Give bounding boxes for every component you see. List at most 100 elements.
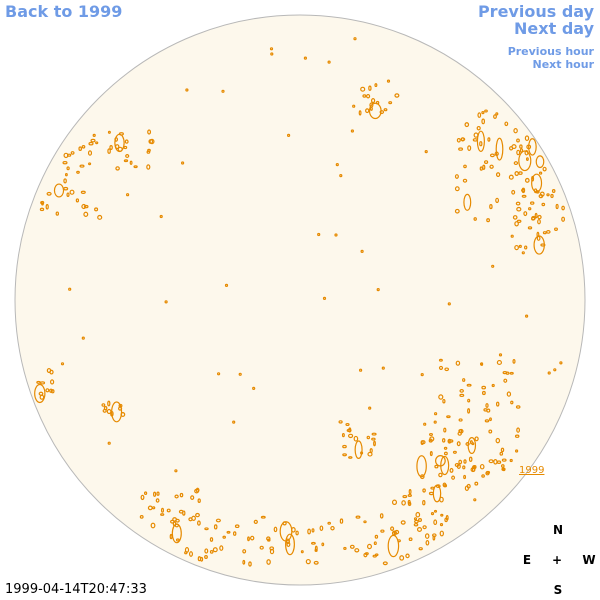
- contour: [45, 203, 49, 210]
- back-link[interactable]: Back to 1999: [5, 2, 123, 21]
- contour: [495, 197, 500, 204]
- previous-day-link[interactable]: Previous day: [477, 2, 594, 21]
- contour: [367, 451, 373, 457]
- contour: [467, 398, 471, 403]
- contour: [458, 418, 463, 422]
- contour: [363, 520, 367, 524]
- contour: [514, 221, 519, 227]
- contour: [442, 482, 447, 488]
- contour: [524, 149, 529, 156]
- contour: [521, 194, 527, 198]
- contour: [420, 373, 424, 377]
- contour: [314, 548, 318, 553]
- contour: [485, 403, 489, 408]
- contour: [90, 138, 96, 143]
- contour: [466, 383, 472, 387]
- contour: [479, 463, 485, 470]
- contour: [488, 459, 494, 464]
- contour: [448, 439, 454, 443]
- contour: [452, 450, 457, 454]
- contour: [242, 559, 246, 565]
- contour: [414, 519, 419, 524]
- contour: [366, 435, 371, 440]
- contour: [433, 519, 438, 526]
- contour: [499, 451, 504, 456]
- contour: [110, 410, 114, 417]
- contour: [508, 174, 514, 180]
- contour: [184, 551, 188, 555]
- contour: [374, 534, 379, 539]
- contour: [399, 555, 405, 561]
- contour: [555, 203, 559, 210]
- contour: [303, 56, 307, 60]
- contour: [443, 446, 448, 450]
- contour: [495, 137, 504, 161]
- next-day-link[interactable]: Next day: [514, 19, 594, 38]
- contour: [537, 214, 542, 220]
- year-link[interactable]: 1999: [519, 465, 545, 476]
- next-hour-link[interactable]: Next hour: [532, 58, 595, 71]
- contour: [55, 211, 60, 216]
- contour: [503, 378, 508, 383]
- contour: [514, 449, 519, 453]
- contour: [456, 441, 461, 447]
- contour: [408, 537, 413, 542]
- contour: [188, 551, 194, 557]
- contour: [538, 171, 543, 175]
- contour: [88, 162, 92, 166]
- contour: [463, 459, 467, 464]
- contour: [553, 368, 557, 372]
- contour: [313, 560, 319, 565]
- contour: [388, 101, 393, 105]
- contour: [502, 468, 506, 472]
- contour: [327, 521, 332, 525]
- contour: [50, 379, 55, 385]
- contour: [451, 475, 456, 480]
- contour: [238, 372, 242, 376]
- contour: [531, 215, 536, 221]
- contour: [513, 161, 519, 166]
- contour: [515, 405, 521, 409]
- contour: [489, 204, 493, 210]
- contour: [433, 420, 437, 424]
- contour: [348, 433, 354, 439]
- contour: [454, 186, 460, 192]
- previous-hour-link[interactable]: Previous hour: [507, 45, 594, 58]
- contour: [440, 455, 450, 476]
- contour: [473, 498, 477, 502]
- contour: [402, 495, 408, 499]
- contour: [474, 436, 479, 442]
- contour: [509, 371, 514, 375]
- contour: [508, 146, 514, 151]
- contour: [232, 420, 236, 424]
- contour: [94, 207, 99, 212]
- contour: [413, 517, 418, 521]
- contour: [140, 494, 145, 501]
- contour: [486, 218, 491, 223]
- contour: [524, 177, 530, 183]
- contour: [63, 178, 67, 184]
- contour: [253, 519, 258, 525]
- contour: [438, 472, 443, 478]
- contour: [386, 79, 391, 83]
- contour: [285, 533, 295, 556]
- contour: [83, 204, 89, 209]
- contour: [471, 466, 476, 472]
- contour: [209, 550, 214, 554]
- contour: [495, 112, 499, 116]
- contour: [463, 193, 472, 211]
- contour: [474, 481, 479, 486]
- contour: [495, 437, 501, 444]
- contour: [314, 545, 318, 552]
- contour: [354, 440, 363, 460]
- contour: [335, 163, 339, 167]
- contour: [75, 198, 80, 203]
- contour: [81, 203, 87, 210]
- contour: [175, 538, 180, 542]
- contour: [352, 104, 356, 108]
- contour: [500, 447, 505, 453]
- contour: [518, 244, 522, 248]
- contour: [45, 388, 50, 393]
- contour: [273, 526, 278, 533]
